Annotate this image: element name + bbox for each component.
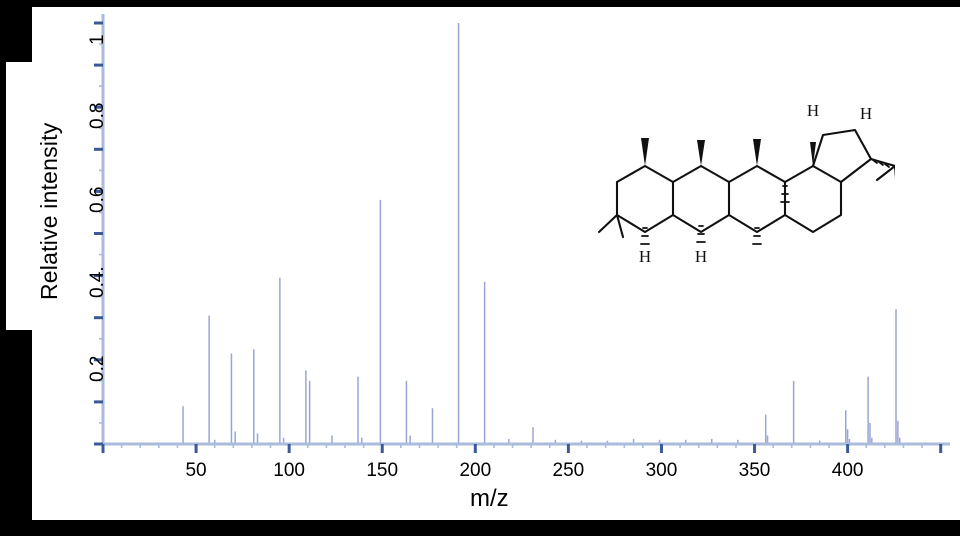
structure-label-h-lowerA: H	[639, 247, 651, 266]
structure-label-h-top: H	[807, 101, 819, 120]
crop-artifact-lower-left	[0, 330, 32, 520]
x-tick-label: 50	[185, 460, 207, 481]
x-tick-label: 400	[831, 460, 864, 481]
x-tick-label: 100	[273, 460, 305, 481]
y-tick-label: 0.8	[87, 102, 108, 130]
structure-label-h-ringE: H	[860, 104, 872, 123]
crop-artifact-bottom	[0, 520, 960, 536]
x-tick-label: 200	[459, 460, 492, 481]
x-tick-label: 150	[366, 460, 399, 481]
peak-group	[182, 23, 901, 444]
x-axis-title: m/z	[470, 485, 509, 512]
y-tick-label: 0.2	[87, 355, 108, 382]
y-tick-label: 0.4.	[87, 265, 108, 298]
crop-artifact-left-edge	[0, 62, 6, 330]
molecule-structure-diagram: OH H H H H	[597, 101, 895, 266]
crop-artifact-top-left	[0, 0, 32, 62]
crop-artifact-top	[32, 0, 960, 7]
structure-label-h-lowerB: H	[695, 247, 707, 266]
y-axis-title: Relative intensity	[36, 122, 62, 300]
x-tick-label: 350	[738, 460, 771, 481]
x-tick-label: 300	[645, 460, 678, 481]
y-tick-label: 0.6	[87, 186, 108, 214]
y-tick-label: 1	[87, 34, 108, 45]
x-tick-label: 250	[552, 460, 585, 481]
